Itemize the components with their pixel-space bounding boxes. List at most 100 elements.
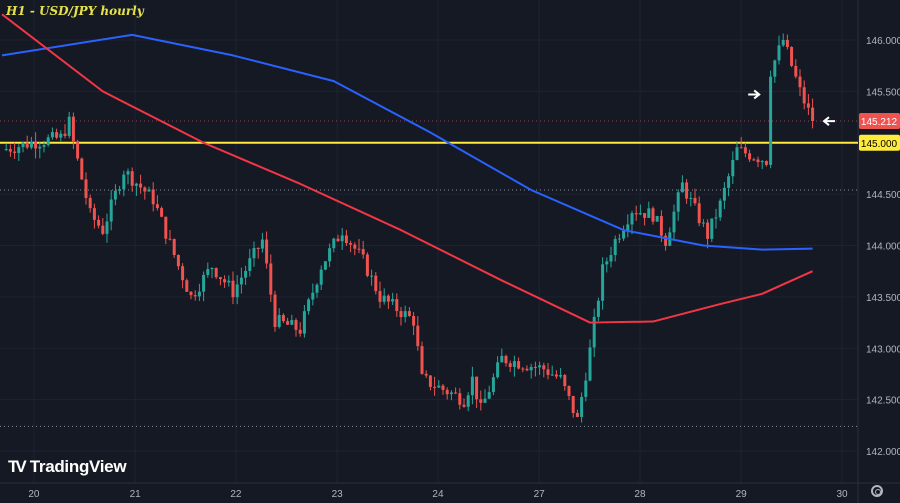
candle-body [38, 146, 42, 149]
candle-body [420, 346, 424, 374]
candle-body [605, 261, 609, 265]
time-tick-label: 27 [534, 489, 546, 500]
candle [214, 267, 218, 280]
candle-body [164, 216, 168, 239]
candle-body [752, 159, 756, 161]
candle-body [147, 189, 151, 192]
candle [164, 216, 168, 245]
candle-body [634, 213, 638, 215]
price-tick-label: 144.000 [866, 242, 900, 253]
candle [613, 235, 617, 262]
candle [428, 375, 432, 391]
candle-body [781, 39, 785, 46]
candle [462, 398, 466, 408]
candle [785, 34, 789, 50]
candle-body [378, 291, 382, 302]
candle-body [265, 239, 269, 264]
candle [302, 304, 306, 338]
candle-body [202, 274, 206, 292]
candle-body [680, 182, 684, 193]
candle-body [340, 235, 344, 242]
tradingview-logo[interactable]: TV TradingView [8, 457, 127, 477]
candle-body [328, 248, 332, 262]
candle [42, 140, 46, 153]
candle-body [8, 149, 12, 152]
candle-body [218, 277, 222, 280]
candle-body [273, 294, 277, 327]
candle-body [567, 386, 571, 396]
candle-body [731, 159, 735, 177]
candle [386, 294, 390, 309]
candle-body [248, 258, 252, 271]
candle-body [626, 224, 630, 231]
candle [714, 208, 718, 229]
candle-body [559, 375, 563, 377]
candle-body [101, 225, 105, 234]
candle-body [760, 161, 764, 163]
level-145-label-bg [859, 134, 900, 151]
candle-body [332, 238, 336, 249]
candle [101, 218, 105, 236]
candle [693, 188, 697, 206]
candle-body [210, 268, 214, 270]
candle-body [748, 153, 752, 160]
candle [596, 297, 600, 321]
candle [391, 292, 395, 305]
candle-body [554, 374, 558, 377]
price-tick-label: 144.500 [866, 190, 900, 201]
candle-body [118, 189, 122, 191]
candle [483, 389, 487, 403]
candle-body [374, 275, 378, 292]
candle-body [134, 183, 138, 186]
candle-body [323, 261, 327, 270]
candle-body [542, 365, 546, 370]
candle [349, 240, 353, 253]
candle [563, 373, 567, 391]
candle [105, 213, 109, 243]
candle [332, 237, 336, 253]
candle [588, 339, 592, 382]
candle [378, 281, 382, 309]
candle [223, 275, 227, 288]
candle [668, 227, 672, 247]
candle [756, 156, 760, 168]
candle-body [743, 147, 747, 154]
settings-gear-icon[interactable] [871, 485, 883, 497]
candle-body [151, 189, 155, 205]
candle [412, 312, 416, 336]
candle-body [17, 147, 21, 153]
candle [38, 142, 42, 159]
candle-body [756, 159, 760, 163]
candle [155, 195, 159, 211]
candle-body [785, 39, 789, 47]
candle-body [521, 368, 525, 370]
candle [609, 246, 613, 268]
candle-body [71, 116, 75, 142]
candle [361, 240, 365, 259]
candle-body [454, 392, 458, 394]
candle-body [466, 395, 470, 407]
candle-body [319, 269, 323, 285]
candle [487, 385, 491, 400]
candle [353, 242, 357, 256]
candle [479, 390, 483, 411]
candle-body [353, 244, 357, 249]
candle-body [105, 221, 109, 234]
candle [664, 233, 668, 251]
candle-body [710, 218, 714, 239]
candle-body [651, 208, 655, 222]
candle [554, 370, 558, 379]
candle-body [676, 192, 680, 212]
candle [294, 318, 298, 337]
candle [13, 142, 17, 159]
candle [126, 168, 130, 185]
candle [134, 182, 138, 196]
candle [185, 278, 189, 292]
candle [281, 313, 285, 324]
time-tick-label: 22 [230, 489, 242, 500]
candle [748, 149, 752, 162]
candle-body [176, 255, 180, 267]
candle-body [315, 284, 319, 293]
candle [357, 238, 361, 254]
